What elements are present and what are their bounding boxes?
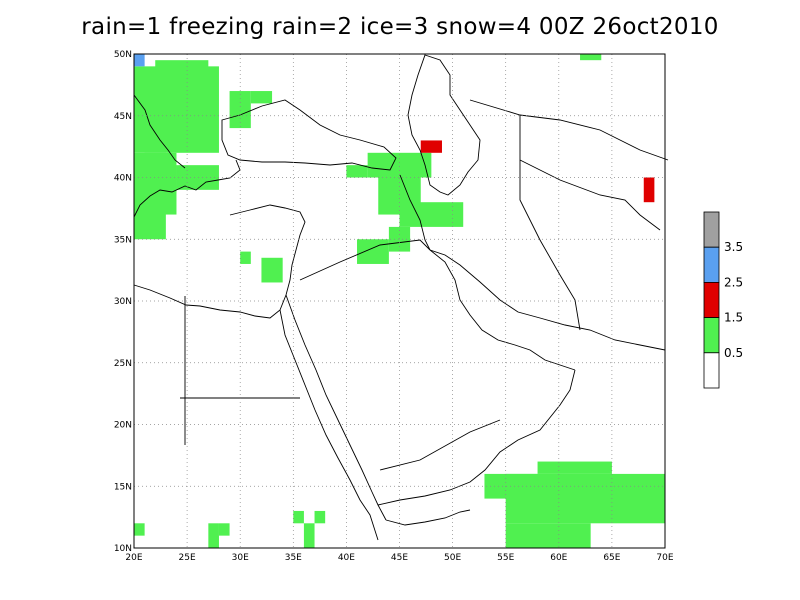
border-yemen — [379, 419, 501, 471]
colorbar-bin-snow — [703, 211, 720, 248]
colorbar-label: 0.5 — [724, 346, 743, 360]
precip-cell-rain — [537, 461, 612, 474]
coast-black-sea — [221, 99, 397, 171]
lon-label: 25E — [179, 553, 196, 563]
lon-label: 65E — [603, 553, 620, 563]
lat-label: 35N — [114, 235, 132, 245]
lat-label: 45N — [114, 112, 132, 122]
coast-greece — [133, 159, 241, 218]
coast-somalia — [385, 509, 471, 526]
precip-cell-rain — [134, 523, 145, 536]
map-frame — [133, 53, 666, 549]
colorbar-bin-freezing-rain — [703, 281, 720, 318]
border-kazakh — [469, 99, 669, 161]
precip-cell-rain — [176, 165, 219, 190]
precip-cell-freezing-rain — [643, 177, 655, 203]
lat-label: 25N — [114, 359, 132, 369]
precip-cell-rain — [367, 152, 432, 178]
precip-cells — [134, 54, 665, 548]
coast-persian-gulf — [429, 249, 576, 371]
lat-label: 30N — [114, 297, 132, 307]
precip-cell-rain — [134, 66, 219, 153]
lon-label: 55E — [497, 553, 514, 563]
precip-cell-rain — [155, 60, 209, 79]
coast-iran-gulf — [429, 249, 666, 351]
lon-label: 35E — [285, 553, 302, 563]
colorbar-bin-none — [703, 352, 720, 389]
precip-cell-freezing-rain — [420, 140, 442, 153]
lon-label: 30E — [232, 553, 249, 563]
colorbar-bin-ice — [703, 246, 720, 283]
coast-red-sea-west — [279, 309, 379, 541]
longitude-labels: 20E 25E 30E 35E 40E 45E 50E 55E 60E 65E 70E — [125, 553, 673, 563]
precip-cell-rain — [388, 226, 411, 252]
precip-cell-rain — [144, 152, 177, 215]
colorbar-bin-rain — [703, 317, 720, 354]
colorbar-label: 3.5 — [724, 240, 743, 254]
lon-label: 70E — [656, 553, 673, 563]
precip-cell-rain — [229, 91, 251, 129]
precip-cell-rain — [303, 523, 315, 548]
border-iraq-iran — [399, 174, 431, 251]
coast-aden — [377, 369, 576, 506]
precip-cell-rain — [250, 91, 273, 104]
colorbar: 3.5 2.5 1.5 0.5 — [703, 211, 743, 389]
border-saudi-north — [299, 239, 431, 281]
lat-label: 15N — [114, 482, 132, 492]
lat-label: 50N — [114, 50, 132, 60]
precip-cell-rain — [346, 165, 368, 178]
coast-caspian — [407, 54, 481, 196]
colorbar-label: 1.5 — [724, 311, 743, 325]
precip-cell-rain — [505, 523, 591, 548]
precip-cell-rain — [399, 202, 464, 227]
lon-label: 20E — [125, 553, 142, 563]
precip-cell-rain — [208, 523, 219, 548]
latitude-labels: 50N 45N 40N 35N 30N 25N 20N 15N 10N — [114, 50, 132, 554]
precip-cell-rain — [218, 523, 230, 536]
precip-cell-rain — [357, 239, 389, 264]
border-afghan — [519, 159, 661, 231]
coastlines — [133, 54, 669, 541]
border-iran-east — [519, 115, 581, 331]
coast-adriatic — [133, 94, 186, 169]
precip-cell-rain — [484, 473, 538, 499]
lon-label: 40E — [338, 553, 355, 563]
coast-red-sea — [285, 294, 387, 521]
lon-label: 50E — [444, 553, 461, 563]
colorbar-label: 2.5 — [724, 275, 743, 289]
map-title: rain=1 freezing rain=2 ice=3 snow=4 00Z … — [81, 14, 719, 40]
lat-label: 20N — [114, 421, 132, 431]
precip-cell-rain — [314, 510, 326, 524]
lat-label: 40N — [114, 174, 132, 184]
precip-cell-ice — [134, 54, 145, 67]
precip-cell-rain — [580, 54, 602, 61]
precip-cell-rain — [240, 251, 251, 264]
lon-label: 60E — [550, 553, 567, 563]
precip-cell-rain — [261, 257, 283, 283]
graticule — [134, 54, 665, 548]
lat-label: 10N — [114, 544, 132, 554]
lon-label: 45E — [391, 553, 408, 563]
precip-cell-rain — [293, 510, 304, 524]
